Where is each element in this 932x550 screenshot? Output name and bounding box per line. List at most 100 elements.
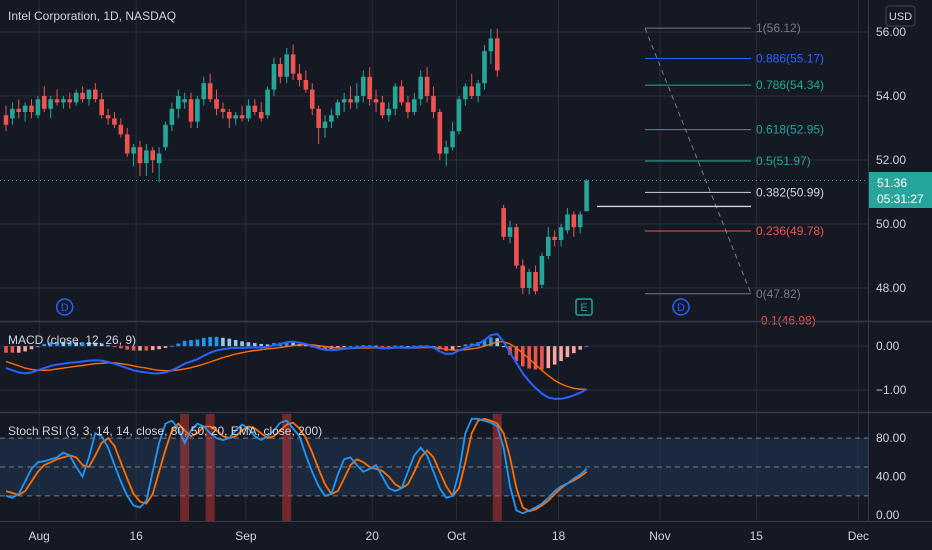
macd-histogram-bar[interactable] — [176, 344, 180, 347]
macd-histogram-bar[interactable] — [240, 341, 244, 346]
candle-body[interactable] — [284, 54, 289, 76]
macd-histogram-bar[interactable] — [381, 346, 385, 347]
macd-histogram-bar[interactable] — [451, 346, 455, 350]
candle-body[interactable] — [482, 51, 487, 83]
candle-body[interactable] — [399, 86, 404, 102]
candle-body[interactable] — [418, 77, 423, 99]
macd-histogram-bar[interactable] — [17, 346, 21, 353]
candle-body[interactable] — [93, 90, 98, 100]
candle-body[interactable] — [406, 102, 411, 112]
candle-body[interactable] — [565, 214, 570, 230]
candle-body[interactable] — [572, 214, 577, 227]
macd-histogram-bar[interactable] — [208, 337, 212, 346]
macd-histogram-bar[interactable] — [11, 346, 15, 353]
candle-body[interactable] — [463, 86, 468, 99]
candle-body[interactable] — [144, 150, 149, 163]
candle-body[interactable] — [246, 106, 251, 119]
candle-body[interactable] — [431, 96, 436, 112]
candle-body[interactable] — [163, 125, 168, 147]
macd-histogram-bar[interactable] — [559, 346, 563, 361]
macd-histogram-bar[interactable] — [566, 346, 570, 357]
macd-histogram-bar[interactable] — [221, 338, 225, 346]
candle-body[interactable] — [29, 106, 34, 112]
macd-histogram-bar[interactable] — [355, 346, 359, 347]
candle-body[interactable] — [106, 115, 111, 118]
macd-histogram-bar[interactable] — [215, 337, 219, 346]
candle-body[interactable] — [457, 99, 462, 131]
candle-body[interactable] — [380, 102, 385, 115]
candle-body[interactable] — [112, 118, 117, 124]
candle-body[interactable] — [533, 272, 538, 291]
macd-histogram-bar[interactable] — [457, 346, 461, 347]
candle-body[interactable] — [61, 99, 66, 102]
macd-histogram-bar[interactable] — [196, 340, 200, 347]
macd-histogram-bar[interactable] — [138, 346, 142, 350]
candle-body[interactable] — [514, 227, 519, 265]
candle-body[interactable] — [559, 227, 564, 240]
candle-body[interactable] — [578, 214, 583, 227]
candle-body[interactable] — [489, 38, 494, 51]
candle-body[interactable] — [444, 147, 449, 153]
candle-body[interactable] — [425, 77, 430, 96]
macd-histogram-bar[interactable] — [547, 346, 551, 368]
candle-body[interactable] — [125, 134, 130, 153]
candle-body[interactable] — [150, 150, 155, 160]
candle-body[interactable] — [342, 99, 347, 102]
macd-histogram-bar[interactable] — [540, 346, 544, 369]
candle-body[interactable] — [201, 83, 206, 99]
candle-body[interactable] — [291, 54, 296, 73]
candle-body[interactable] — [335, 102, 340, 115]
candle-body[interactable] — [182, 99, 187, 102]
candle-body[interactable] — [23, 106, 28, 112]
candle-body[interactable] — [272, 64, 277, 90]
macd-histogram-bar[interactable] — [387, 346, 391, 347]
macd-histogram-bar[interactable] — [183, 341, 187, 346]
candle-body[interactable] — [99, 99, 104, 115]
candle-body[interactable] — [355, 96, 360, 102]
candle-body[interactable] — [74, 93, 79, 103]
candle-body[interactable] — [546, 237, 551, 256]
candle-body[interactable] — [195, 99, 200, 121]
candle-body[interactable] — [214, 99, 219, 109]
macd-histogram-bar[interactable] — [585, 346, 589, 347]
candle-body[interactable] — [310, 90, 315, 109]
candle-body[interactable] — [361, 77, 366, 96]
candle-body[interactable] — [297, 74, 302, 80]
candle-body[interactable] — [87, 90, 92, 100]
candle-body[interactable] — [265, 90, 270, 116]
candle-body[interactable] — [36, 99, 41, 115]
candle-body[interactable] — [259, 112, 264, 118]
candle-body[interactable] — [221, 109, 226, 112]
macd-histogram-bar[interactable] — [228, 339, 232, 346]
candle-body[interactable] — [233, 115, 238, 118]
candle-body[interactable] — [584, 180, 589, 211]
macd-histogram-bar[interactable] — [553, 346, 557, 364]
candle-body[interactable] — [495, 38, 500, 70]
candle-body[interactable] — [540, 256, 545, 285]
candle-body[interactable] — [10, 109, 15, 119]
candle-body[interactable] — [552, 237, 557, 240]
candle-body[interactable] — [68, 99, 73, 102]
macd-histogram-bar[interactable] — [578, 346, 582, 350]
macd-histogram-bar[interactable] — [342, 346, 346, 347]
macd-histogram-bar[interactable] — [4, 346, 8, 353]
candle-body[interactable] — [329, 115, 334, 121]
candle-body[interactable] — [450, 131, 455, 147]
macd-histogram-bar[interactable] — [572, 346, 576, 353]
candle-body[interactable] — [520, 266, 525, 288]
candle-body[interactable] — [55, 99, 60, 102]
candle-body[interactable] — [253, 106, 258, 112]
macd-histogram-bar[interactable] — [464, 344, 468, 346]
candle-body[interactable] — [323, 122, 328, 128]
macd-histogram-bar[interactable] — [349, 346, 353, 347]
macd-histogram-bar[interactable] — [157, 346, 161, 349]
candle-body[interactable] — [138, 147, 143, 163]
candle-body[interactable] — [348, 99, 353, 102]
candle-body[interactable] — [304, 80, 309, 90]
candle-body[interactable] — [316, 109, 321, 128]
macd-histogram-bar[interactable] — [234, 340, 238, 346]
candle-body[interactable] — [227, 112, 232, 118]
candle-body[interactable] — [367, 77, 372, 99]
candle-body[interactable] — [176, 96, 181, 109]
macd-histogram-bar[interactable] — [202, 338, 206, 346]
